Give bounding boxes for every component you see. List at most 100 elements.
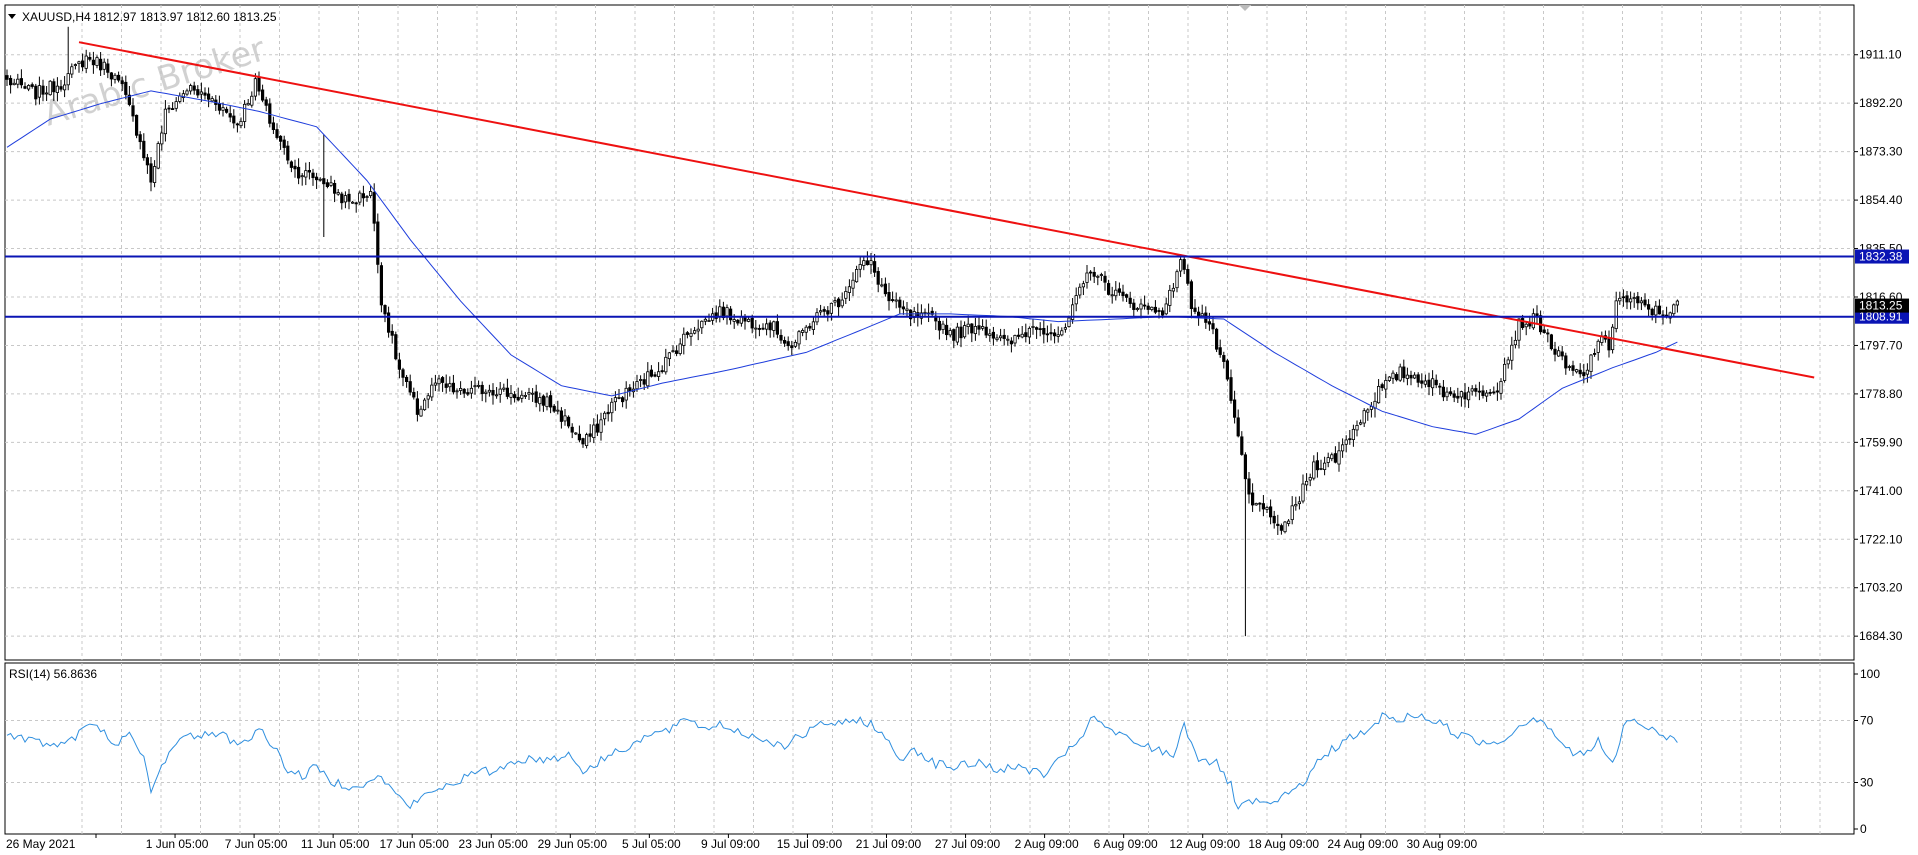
candle-body	[1423, 380, 1427, 385]
candle-body	[682, 333, 686, 346]
candle-body	[977, 325, 981, 330]
candle-body	[131, 105, 135, 117]
candle-body	[167, 107, 171, 110]
time-tick-label: 30 Aug 09:00	[1406, 837, 1477, 851]
candle-body	[296, 166, 301, 179]
candle-body	[1189, 281, 1193, 310]
candle-body	[1485, 392, 1489, 397]
candle-body	[332, 182, 337, 194]
candle-body	[1060, 330, 1064, 336]
candle-body	[736, 319, 740, 324]
candle-body	[1240, 436, 1244, 455]
candle-body	[1013, 335, 1017, 344]
candle-body	[1089, 271, 1093, 274]
candle-body	[502, 387, 506, 390]
candle-body	[199, 91, 203, 95]
candle-body	[498, 388, 502, 395]
candle-body	[440, 377, 445, 383]
candle-body	[675, 350, 679, 354]
candle-body	[664, 356, 668, 373]
candle-body	[1081, 283, 1085, 288]
candle-body	[358, 192, 362, 203]
candle-body	[696, 328, 700, 332]
candle-body	[91, 59, 95, 66]
candle-body	[513, 394, 517, 399]
candle-body	[1186, 269, 1190, 284]
candle-body	[419, 408, 423, 417]
candle-body	[1017, 334, 1021, 337]
candle-body	[747, 318, 751, 322]
candle-body	[628, 387, 632, 392]
price-tick-label: 1778.80	[1859, 387, 1903, 401]
candle-body	[1409, 374, 1413, 379]
main-grid	[5, 5, 1854, 660]
candle-body	[30, 84, 34, 87]
candle-body	[347, 193, 351, 202]
trendline[interactable]	[78, 41, 1815, 379]
price-axis: 1911.101892.201873.301854.401835.501816.…	[1854, 48, 1909, 643]
candle-body	[1348, 438, 1352, 441]
candle-body	[1549, 334, 1553, 350]
candle-body	[1474, 388, 1478, 392]
candle-body	[196, 89, 200, 96]
candle-body	[124, 81, 128, 95]
candle-body	[113, 74, 117, 80]
candle-body	[250, 95, 254, 106]
candle-body	[1459, 391, 1463, 398]
candle-body	[253, 78, 257, 97]
candle-body	[1009, 340, 1014, 345]
candle-body	[1114, 289, 1118, 297]
candle-body	[1517, 318, 1521, 341]
candle-body	[1258, 502, 1262, 505]
candle-body	[361, 193, 366, 199]
candle-body	[577, 433, 582, 441]
candle-body	[293, 165, 297, 170]
candle-body	[1431, 378, 1435, 389]
candle-body	[700, 320, 704, 329]
candle-body	[206, 93, 211, 100]
candle-body	[246, 103, 250, 106]
candle-body	[1225, 360, 1229, 380]
candle-body	[1506, 359, 1510, 365]
symbol-dropdown-icon[interactable]	[8, 14, 16, 19]
level-price-tag	[1855, 309, 1909, 324]
candle-body	[1337, 450, 1341, 465]
candle-body	[480, 384, 484, 395]
candle-body	[509, 392, 513, 398]
candle-body	[1596, 340, 1600, 353]
candle-body	[1564, 355, 1568, 369]
current-price-tag	[1855, 298, 1909, 313]
candle-body	[16, 78, 20, 85]
candle-body	[340, 193, 344, 204]
candle-body	[1171, 287, 1175, 292]
candle-body	[1020, 333, 1024, 338]
candle-body	[1499, 381, 1503, 394]
candle-body	[862, 260, 866, 266]
candle-body	[1481, 390, 1485, 396]
candle-body	[772, 321, 776, 331]
candle-body	[1290, 505, 1294, 521]
candle-body	[422, 399, 427, 411]
candle-body	[487, 389, 492, 393]
candle-body	[786, 341, 790, 347]
candle-body	[1103, 275, 1107, 283]
candle-body	[145, 157, 149, 166]
candle-body	[761, 327, 765, 330]
candle-body	[783, 340, 787, 344]
candle-body	[1463, 392, 1467, 400]
candle-body	[545, 396, 549, 408]
candle-body	[653, 374, 657, 377]
candle-body	[455, 390, 459, 393]
candle-body	[1647, 304, 1651, 310]
candle-body	[1362, 410, 1366, 424]
candle-body	[1067, 317, 1071, 327]
candle-body	[603, 412, 607, 420]
candle-body	[1099, 274, 1103, 276]
candle-body	[592, 424, 596, 439]
time-tick-label: 24 Aug 09:00	[1327, 837, 1398, 851]
candle-body	[1247, 478, 1251, 495]
candle-body	[401, 369, 405, 378]
candle-body	[873, 261, 877, 273]
current-price-label: 1813.25	[1859, 299, 1903, 313]
price-tick-label: 1873.30	[1859, 145, 1903, 159]
